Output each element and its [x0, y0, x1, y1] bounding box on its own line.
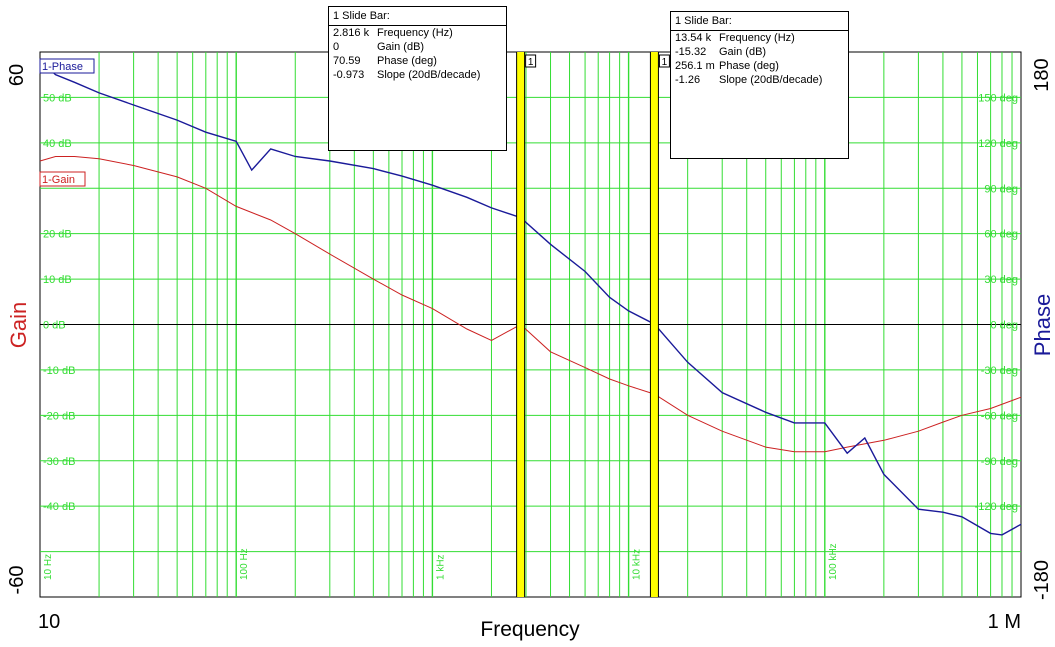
readout-value: -0.973 — [333, 69, 365, 81]
phase-tick-label: -90 deg — [981, 456, 1018, 468]
phase-tick-label: 0 deg — [990, 320, 1018, 332]
readout-value: -15.32 — [675, 46, 707, 58]
readout-row: -1.26 Slope (20dB/decade) — [671, 73, 848, 87]
readout-label: Gain (dB) — [719, 46, 767, 58]
slide-bar-title: 1 Slide Bar: — [329, 7, 506, 26]
readout-row: 256.1 m Phase (deg) — [671, 59, 848, 73]
phase-tick-label: 90 deg — [984, 183, 1018, 195]
gain-axis-title: Gain — [6, 302, 31, 348]
slide-bar-readout-1: 1 Slide Bar: 2.816 k Frequency (Hz) 0 Gain… — [328, 6, 507, 151]
gain-tick-label: -10 dB — [43, 365, 75, 377]
gain-axis-max-label: 60 — [6, 64, 28, 86]
x-gridline-label: 10 kHz — [632, 549, 643, 580]
gain-tick-label: 40 dB — [43, 138, 72, 150]
readout-label: Slope (20dB/decade) — [719, 74, 823, 86]
gain-axis-min-label: -60 — [6, 566, 28, 595]
phase-axis-min-label: -180 — [1031, 560, 1053, 600]
readout-label: Slope (20dB/decade) — [377, 69, 481, 81]
readout-value: 2.816 k — [333, 27, 370, 39]
readout-row: 13.54 k Frequency (Hz) — [671, 31, 848, 45]
gain-legend-box — [39, 171, 86, 187]
slide-bar-marker-label: 1 — [528, 57, 534, 68]
phase-tick-label: -60 deg — [981, 410, 1018, 422]
phase-tick-label: -120 deg — [975, 501, 1018, 513]
slide-bar-cursor — [650, 52, 659, 597]
readout-value: 13.54 k — [675, 32, 712, 44]
x-axis-title: Frequency — [480, 618, 580, 641]
phase-axis-max-label: 180 — [1031, 58, 1053, 91]
gain-tick-label: 10 dB — [43, 274, 72, 286]
x-gridline-label: 1 kHz — [435, 554, 446, 580]
phase-legend-box — [39, 58, 95, 74]
slide-bar-marker-label: 1 — [662, 57, 668, 68]
readout-row: 0 Gain (dB) — [329, 40, 506, 54]
slide-bar-cursor — [516, 52, 525, 597]
phase-legend-tag: 1-Phase — [39, 58, 95, 74]
gain-legend-tag: 1-Gain — [39, 171, 86, 187]
x-gridline-label: 10 Hz — [43, 554, 54, 580]
phase-legend-label: 1-Phase — [42, 61, 83, 73]
readout-label: Gain (dB) — [377, 41, 425, 53]
slide-bar-title: 1 Slide Bar: — [671, 12, 848, 31]
readout-value: -1.26 — [675, 74, 701, 86]
readout-label: Frequency (Hz) — [719, 32, 795, 44]
readout-value: 0 — [333, 41, 340, 53]
readout-row: -0.973 Slope (20dB/decade) — [329, 68, 506, 82]
readout-label: Phase (deg) — [377, 55, 437, 67]
x-gridline-label: 100 Hz — [239, 548, 250, 580]
gain-tick-label: 20 dB — [43, 229, 72, 241]
gain-curve — [39, 156, 1022, 453]
readout-value: 256.1 m — [675, 60, 715, 72]
readout-value: 70.59 — [333, 55, 361, 67]
phase-tick-label: 150 deg — [978, 92, 1018, 104]
readout-label: Frequency (Hz) — [377, 27, 453, 39]
phase-tick-label: 60 deg — [984, 229, 1018, 241]
gain-tick-label: -30 dB — [43, 456, 75, 468]
readout-row: 2.816 k Frequency (Hz) — [329, 26, 506, 40]
phase-tick-label: 120 deg — [978, 138, 1018, 150]
readout-row: -15.32 Gain (dB) — [671, 45, 848, 59]
phase-axis-title: Phase — [1030, 294, 1055, 356]
x-axis-start-label: 10 — [38, 611, 60, 633]
phase-tick-label: 30 deg — [984, 274, 1018, 286]
x-gridline-label: 100 kHz — [828, 543, 839, 580]
phase-curve — [39, 59, 1022, 536]
readout-label: Phase (deg) — [719, 60, 779, 72]
phase-tick-label: -30 deg — [981, 365, 1018, 377]
gain-tick-label: 50 dB — [43, 92, 72, 104]
slide-bar-marker — [658, 54, 670, 68]
slide-bar-marker — [525, 54, 537, 68]
gain-tick-label: -20 dB — [43, 410, 75, 422]
slide-bar-readout-2: 1 Slide Bar: 13.54 k Frequency (Hz) -15.3… — [670, 11, 849, 159]
gain-tick-label: -40 dB — [43, 501, 75, 513]
x-axis-end-label: 1 M — [988, 611, 1021, 633]
readout-row: 70.59 Phase (deg) — [329, 54, 506, 68]
gain-legend-label: 1-Gain — [42, 174, 75, 186]
gain-tick-label: 0 dB — [43, 320, 66, 332]
